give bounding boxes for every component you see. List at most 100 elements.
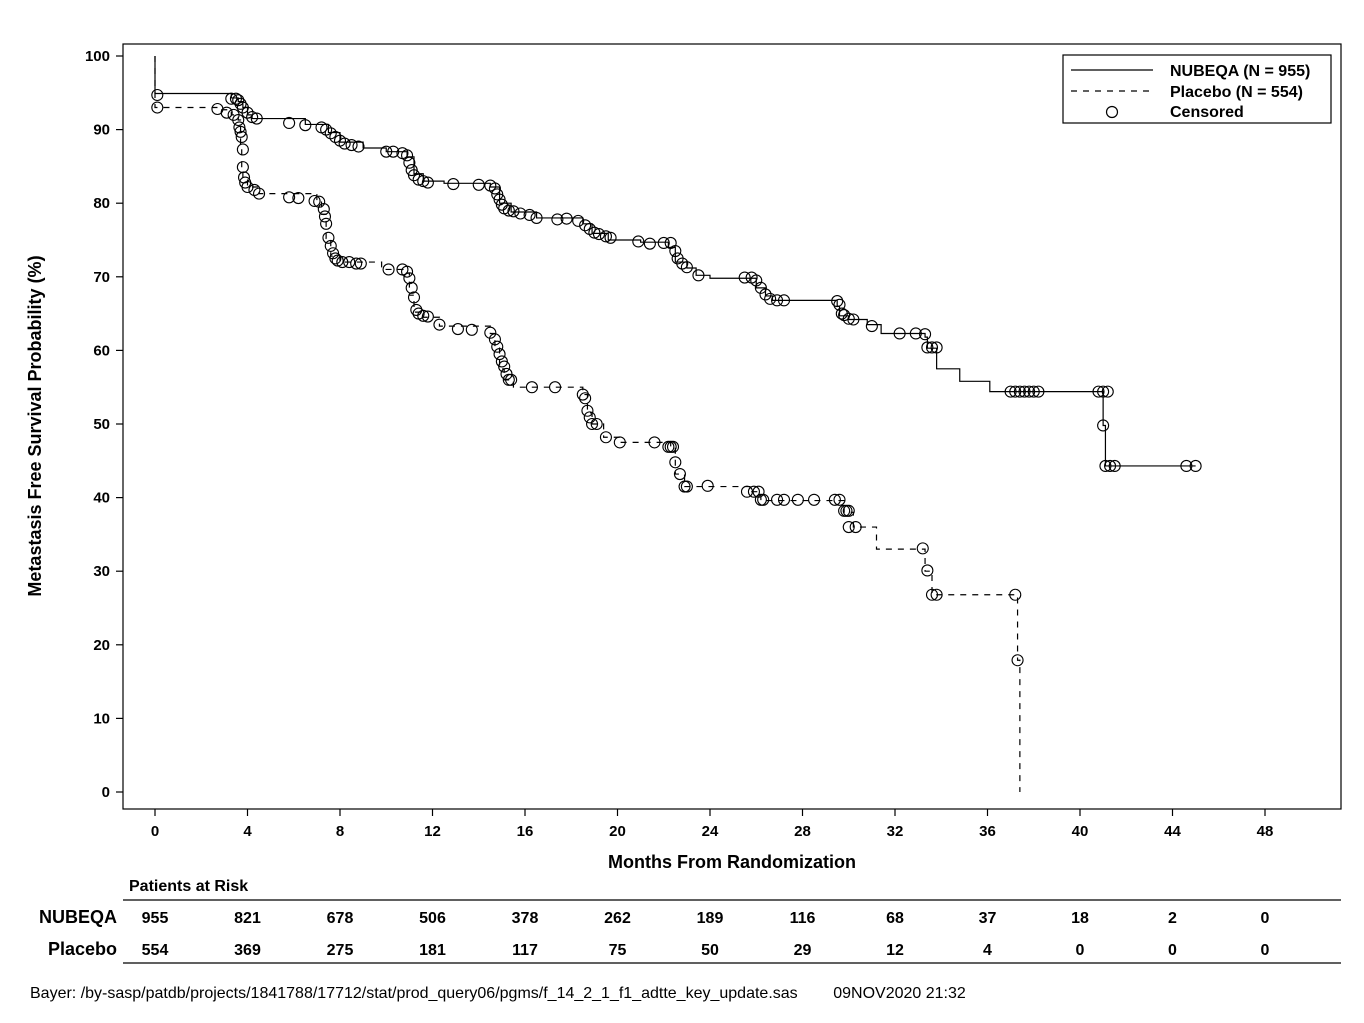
risk-value-nubeqa-8: 678: [327, 910, 354, 927]
censored-point-nubeqa-69: [833, 298, 846, 311]
y-tick-label-0: 0: [102, 784, 110, 801]
censored-point-placebo-43: [465, 323, 478, 336]
censored-point-nubeqa-90: [1101, 385, 1114, 398]
censored-point-placebo-86: [842, 520, 855, 534]
y-tick-label-80: 80: [93, 195, 110, 212]
censored-point-placebo-27: [336, 256, 349, 269]
survival-curves: [154, 56, 1196, 792]
risk-value-placebo-8: 275: [327, 942, 354, 959]
censored-point-placebo-42: [451, 323, 464, 336]
risk-row-label-nubeqa: NUBEQA: [39, 907, 117, 927]
censored-point-placebo-61: [599, 431, 612, 444]
risk-value-nubeqa-24: 189: [697, 910, 724, 927]
censored-point-placebo-39: [417, 309, 430, 322]
censored-point-placebo-88: [916, 542, 929, 555]
censored-point-nubeqa-53: [657, 236, 670, 249]
censored-point-nubeqa-64: [759, 288, 772, 301]
censored-point-placebo-36: [407, 291, 421, 304]
x-axis: 0 4 8 12 16 20 24 28 32 36 40 44 48: [151, 809, 1274, 840]
censored-point-placebo-87: [849, 520, 862, 534]
censored-point-placebo-9: [236, 161, 249, 174]
x-tick-label-20: 20: [609, 823, 626, 840]
x-tick-label-12: 12: [424, 823, 441, 840]
censored-point-placebo-5: [233, 121, 246, 134]
censored-point-nubeqa-78: [921, 341, 934, 354]
censored-point-nubeqa-91: [1097, 419, 1110, 432]
risk-value-nubeqa-12: 506: [419, 910, 446, 927]
risk-value-nubeqa-48: 0: [1261, 910, 1270, 927]
censored-point-placebo-17: [308, 194, 321, 208]
x-tick-label-44: 44: [1164, 823, 1181, 840]
censored-point-nubeqa-87: [1032, 385, 1045, 398]
censored-point-placebo-63: [648, 436, 661, 449]
censored-point-nubeqa-48: [592, 228, 606, 241]
censored-point-nubeqa-1: [225, 92, 238, 105]
risk-value-placebo-0: 554: [142, 942, 169, 959]
risk-value-nubeqa-44: 2: [1168, 910, 1177, 927]
censored-point-placebo-79: [791, 493, 804, 506]
censored-point-nubeqa-76: [909, 327, 922, 340]
censored-point-nubeqa-81: [1004, 385, 1017, 398]
censored-point-placebo-59: [586, 417, 599, 431]
censored-point-nubeqa-75: [893, 327, 906, 340]
censored-point-nubeqa-18: [352, 140, 365, 153]
censored-point-placebo-67: [669, 456, 682, 469]
risk-value-nubeqa-28: 116: [790, 910, 816, 927]
censored-point-nubeqa-19: [380, 145, 393, 158]
censored-point-nubeqa-26: [412, 173, 425, 186]
censored-point-placebo-62: [613, 436, 626, 449]
censored-point-nubeqa-0: [151, 88, 164, 102]
censored-point-nubeqa-28: [421, 176, 434, 189]
y-tick-label-50: 50: [93, 416, 110, 433]
censored-point-placebo-35: [405, 281, 418, 294]
censored-point-nubeqa-9: [283, 116, 296, 130]
censored-point-placebo-73: [747, 485, 760, 498]
censored-point-placebo-47: [493, 348, 506, 361]
plot-frame: [122, 43, 1342, 810]
censored-point-placebo-29: [350, 257, 363, 270]
censored-point-nubeqa-82: [1009, 385, 1022, 398]
y-axis: 0 10 20 30 40 50 60 70 80 90 100: [85, 48, 123, 801]
risk-value-placebo-16: 117: [512, 942, 538, 959]
censored-point-nubeqa-51: [632, 235, 645, 248]
series-line-nubeqa: [154, 56, 1196, 467]
censored-point-nubeqa-27: [417, 175, 430, 188]
x-tick-label-16: 16: [517, 823, 534, 840]
censored-point-nubeqa-20: [387, 145, 400, 158]
y-tick-label-60: 60: [93, 342, 110, 359]
censored-point-placebo-90: [925, 588, 939, 601]
censored-point-placebo-91: [930, 588, 943, 601]
censored-point-placebo-93: [1011, 654, 1024, 667]
censored-point-nubeqa-84: [1018, 385, 1031, 398]
censored-point-nubeqa-35: [495, 198, 508, 211]
censored-marks: [151, 88, 1202, 667]
censored-point-nubeqa-83: [1013, 385, 1026, 398]
censored-point-placebo-2: [220, 106, 233, 119]
censored-point-nubeqa-29: [447, 178, 460, 191]
censored-point-placebo-55: [576, 388, 589, 401]
censored-point-nubeqa-8: [250, 112, 263, 125]
y-tick-label-10: 10: [93, 710, 110, 727]
censored-point-nubeqa-10: [299, 119, 312, 132]
risk-value-nubeqa-40: 18: [1071, 910, 1089, 927]
legend-box: [1062, 54, 1332, 124]
censored-point-placebo-78: [777, 493, 791, 506]
censored-point-nubeqa-16: [338, 137, 351, 150]
risk-value-nubeqa-36: 37: [979, 910, 997, 927]
censored-point-placebo-19: [317, 203, 330, 216]
x-tick-label-48: 48: [1257, 823, 1274, 840]
censored-point-nubeqa-17: [345, 139, 358, 152]
censored-point-placebo-66: [666, 440, 680, 453]
x-tick-label-8: 8: [336, 823, 344, 840]
censored-point-nubeqa-63: [754, 281, 767, 294]
censored-point-nubeqa-72: [842, 312, 855, 325]
censored-point-nubeqa-74: [865, 320, 878, 333]
censored-point-nubeqa-23: [403, 156, 416, 169]
censored-point-nubeqa-39: [514, 207, 527, 220]
risk-value-placebo-24: 50: [701, 942, 719, 959]
censored-point-placebo-76: [757, 493, 770, 506]
censored-point-placebo-54: [549, 381, 562, 394]
legend-label-censored: Censored: [1170, 104, 1244, 121]
risk-value-nubeqa-16: 378: [512, 910, 539, 927]
censored-point-placebo-41: [433, 318, 446, 331]
